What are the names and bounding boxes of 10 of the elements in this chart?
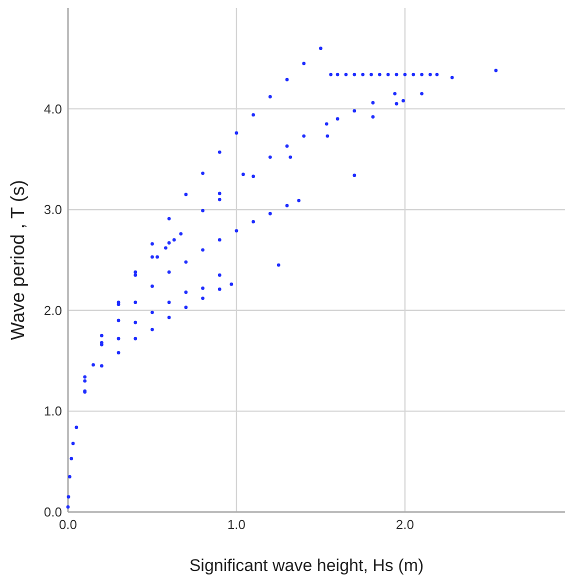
y-tick-label: 3.0 (44, 202, 62, 218)
y-tick-label: 2.0 (44, 302, 62, 318)
y-tick-label: 0.0 (44, 504, 62, 520)
y-tick-label: 1.0 (44, 404, 62, 419)
y-axis-title: Wave period , T (s) (8, 180, 29, 340)
x-tick-label: 2.0 (396, 517, 414, 532)
x-tick-label: 0.0 (58, 517, 78, 532)
x-tick-label: 1.0 (227, 517, 246, 532)
y-tick-label: 4.0 (44, 101, 62, 116)
x-axis-title: Significant wave height, Hs (m) (189, 556, 424, 575)
